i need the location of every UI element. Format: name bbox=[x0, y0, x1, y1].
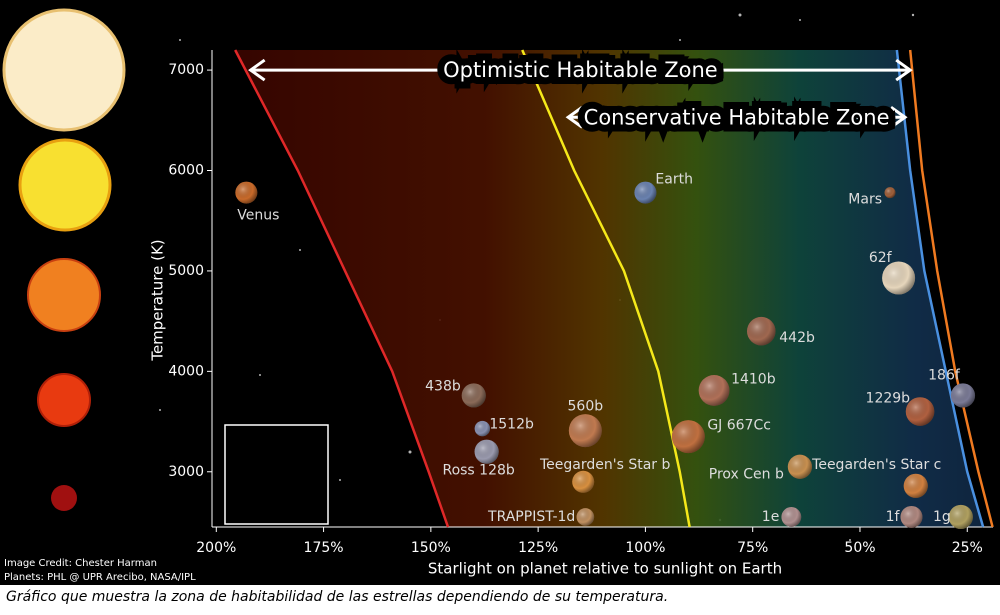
y-tick-label: 4000 bbox=[168, 363, 204, 379]
y-axis-title: Temperature (K) bbox=[149, 239, 167, 361]
x-tick-label: 25% bbox=[952, 540, 983, 556]
planet-shade bbox=[948, 504, 973, 530]
planet-label: 1410b bbox=[731, 371, 776, 387]
planet-shade bbox=[576, 508, 595, 526]
x-tick-label: 200% bbox=[196, 540, 236, 556]
zone-label: Conservative Habitable Zone bbox=[584, 105, 890, 129]
planet-label: Earth bbox=[655, 172, 693, 188]
planet-shade bbox=[698, 375, 730, 406]
planet-label: Ross 128b bbox=[442, 463, 514, 479]
size-legend-box bbox=[224, 424, 329, 525]
planet-label: 1229b bbox=[866, 391, 911, 407]
credit: Planets: PHL @ UPR Arecibo, NASA/IPL bbox=[4, 572, 196, 583]
zone-boundary bbox=[521, 49, 691, 528]
planet-shade bbox=[568, 414, 602, 448]
planet-label: 186f bbox=[928, 367, 961, 383]
planet-label: 1512b bbox=[489, 417, 534, 433]
planet-label: Prox Cen b bbox=[709, 467, 784, 483]
arrow-head bbox=[248, 58, 913, 82]
x-tick-label: 175% bbox=[304, 540, 344, 556]
zone-boundary bbox=[234, 49, 450, 528]
planet-shade bbox=[787, 454, 812, 479]
planet-shade bbox=[572, 470, 595, 493]
planet-shade bbox=[884, 187, 896, 199]
planet-label: Teegarden's Star b bbox=[539, 457, 671, 473]
planet-shade bbox=[746, 316, 776, 346]
planet-shade bbox=[474, 439, 499, 464]
planet-label: GJ 667Cc bbox=[707, 418, 771, 434]
planet-label: 1g bbox=[933, 509, 951, 525]
planet-shade bbox=[900, 505, 923, 528]
x-tick-label: 125% bbox=[518, 540, 558, 556]
y-tick-label: 6000 bbox=[168, 163, 204, 179]
x-axis-title: Starlight on planet relative to sunlight… bbox=[428, 560, 782, 578]
planet-label: 1f bbox=[886, 509, 901, 525]
planet-label: 560b bbox=[568, 399, 604, 415]
planet-shade bbox=[950, 383, 976, 408]
planet-label: Teegarden's Star c bbox=[811, 457, 941, 473]
x-tick-label: 75% bbox=[737, 540, 768, 556]
planet-label: 438b bbox=[425, 378, 461, 394]
x-tick-label: 100% bbox=[625, 540, 665, 556]
planet-label: TRAPPIST-1d bbox=[487, 509, 575, 525]
planet-shade bbox=[474, 420, 491, 437]
planet-shade bbox=[671, 420, 705, 454]
planet-shade bbox=[903, 473, 928, 498]
planet-label: 1e bbox=[762, 509, 780, 525]
planet-label: 62f bbox=[869, 250, 893, 266]
x-tick-label: 150% bbox=[411, 540, 451, 556]
planet-shade bbox=[905, 397, 935, 426]
zone-boundary bbox=[908, 49, 994, 528]
zone-label: Optimistic Habitable Zone bbox=[443, 58, 718, 82]
planet-shade bbox=[634, 181, 657, 204]
star-sizes bbox=[2, 8, 126, 511]
planet-label: Mars bbox=[848, 192, 882, 208]
caption: Gráfico que muestra la zona de habitabil… bbox=[6, 589, 669, 605]
planet-shade bbox=[882, 261, 916, 295]
habitable-zone-fill bbox=[235, 50, 984, 527]
x-tick-label: 50% bbox=[844, 540, 875, 556]
planet-label: Venus bbox=[237, 208, 279, 224]
planet-shade bbox=[461, 383, 486, 408]
y-tick-label: 3000 bbox=[168, 464, 204, 480]
zone-boundary bbox=[895, 49, 985, 528]
arrow-head bbox=[565, 106, 908, 129]
y-tick-label: 5000 bbox=[168, 263, 204, 279]
y-tick-label: 7000 bbox=[168, 62, 204, 78]
planet-label: 442b bbox=[779, 330, 815, 346]
planet-shade bbox=[781, 507, 802, 527]
planet-shade bbox=[235, 181, 258, 204]
chart: 3000 4000 5000 6000 7000 200% 175% 150% 125% 100%… bbox=[0, 0, 1000, 585]
credit: Image Credit: Chester Harman bbox=[4, 558, 157, 569]
